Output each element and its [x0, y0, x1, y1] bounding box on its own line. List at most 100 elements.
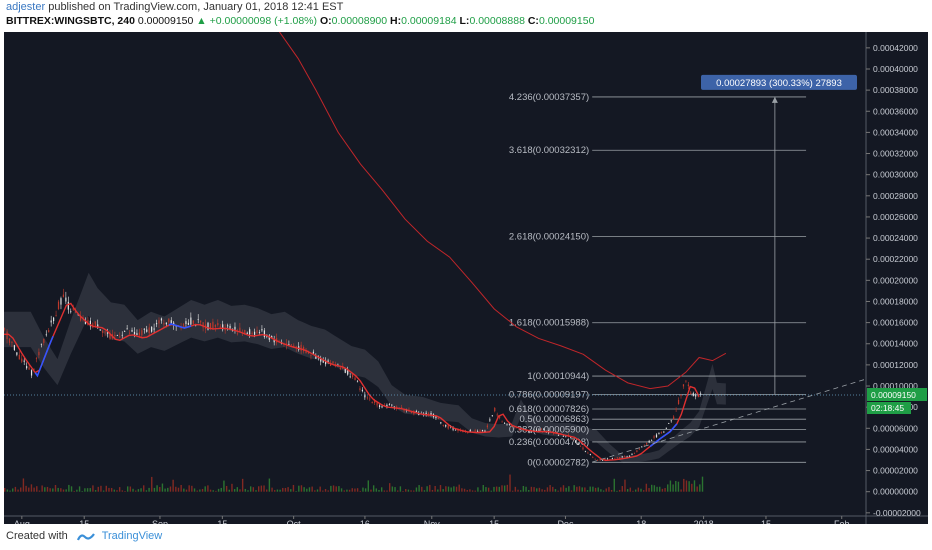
volume-bar [129, 486, 132, 492]
candle-body [673, 416, 675, 420]
volume-bar [185, 489, 188, 492]
volume-bar [68, 484, 70, 492]
volume-bar [335, 486, 337, 492]
volume-bar [672, 484, 674, 492]
candle-body [366, 397, 368, 399]
candle-body [543, 429, 545, 431]
volume-bar [207, 485, 209, 492]
volume-bar [28, 487, 30, 492]
candle-body [13, 345, 16, 351]
ichimoku-cloud [4, 272, 726, 464]
volume-bar [570, 490, 573, 492]
tradingview-logo-icon [76, 531, 95, 542]
volume-bar [6, 489, 9, 492]
volume-bar [164, 488, 166, 492]
y-tick-label: 0.00006000 [873, 423, 918, 433]
candle-body [209, 323, 212, 330]
author-link[interactable]: adjester [6, 1, 46, 13]
footer: Created with TradingView [6, 530, 162, 542]
volume-bar [536, 488, 538, 492]
candle-body [30, 370, 33, 376]
volume-bar [485, 487, 487, 492]
candle-body [320, 358, 322, 362]
candle-body [128, 332, 131, 334]
volume-bar [22, 478, 25, 492]
volume-bar [135, 490, 137, 492]
candle-body [35, 358, 38, 360]
candle-body [687, 384, 689, 386]
candle-body [636, 450, 638, 452]
volume-bar [613, 478, 615, 492]
volume-bar [233, 489, 236, 492]
candle-body [202, 322, 204, 328]
publish-info: adjester published on TradingView.com, J… [6, 1, 343, 13]
volume-bar [169, 486, 172, 492]
candle-body [227, 325, 229, 327]
last-price-tag [867, 388, 927, 401]
volume-bar [239, 489, 241, 492]
x-tick-label: 15 [761, 519, 771, 524]
tradingview-link[interactable]: TradingView [101, 530, 163, 542]
candle-body [452, 427, 454, 430]
candle-body [251, 332, 253, 335]
candle-body [670, 420, 672, 422]
volume-bar [41, 485, 43, 492]
volume-bar [648, 488, 650, 492]
volume-bar [52, 488, 54, 492]
candle-body [244, 329, 246, 335]
candle-body [192, 320, 194, 324]
y-tick-label: 0.00024000 [873, 233, 918, 243]
y-tick-label: 0.00026000 [873, 212, 918, 222]
chart-area[interactable]: 0(0.00002782) 0.236(0.00004708) 0.382(0.00… [4, 32, 928, 524]
candle-body [325, 360, 327, 365]
volume-bar [645, 483, 648, 492]
volume-bar [306, 488, 308, 492]
volume-bar [330, 485, 332, 492]
volume-bar [461, 488, 463, 492]
volume-bar [495, 486, 498, 492]
candle-body [503, 422, 506, 424]
volume-bar [327, 490, 329, 492]
volume-bar [568, 486, 570, 492]
volume-bar [552, 486, 554, 492]
volume-bar [399, 486, 402, 492]
candle-body [180, 327, 182, 329]
volume-bar [626, 489, 629, 492]
volume-bar [183, 488, 185, 492]
volume-bar [696, 486, 698, 492]
volume-bar [268, 478, 271, 492]
volume-bar [356, 488, 359, 492]
candle-body [219, 326, 221, 328]
volume-bar [100, 485, 102, 492]
volume-bar [573, 485, 575, 492]
volume-bar [386, 490, 388, 492]
candle-body [538, 429, 540, 431]
volume-bar [501, 485, 503, 492]
volume-bar [116, 490, 118, 492]
candle-body [454, 429, 457, 431]
candle-body [256, 330, 258, 334]
candle-body [62, 294, 65, 297]
volume-bar [530, 486, 533, 492]
candle-body [11, 341, 13, 343]
candle-body [312, 351, 314, 354]
candle-body [508, 423, 511, 425]
fib-level-label: 4.236(0.00037357) [509, 92, 589, 103]
volume-bar [78, 486, 81, 492]
candle-body [99, 329, 101, 331]
candle-body [626, 456, 628, 458]
volume-bar [86, 488, 89, 492]
candle-body [489, 419, 491, 421]
volume-bar [70, 486, 73, 492]
y-tick-label: 0.00032000 [873, 149, 918, 159]
candle-body [435, 416, 437, 418]
volume-bar [699, 484, 701, 492]
candle-body [21, 358, 23, 362]
candle-body [53, 317, 55, 322]
candle-body [641, 446, 643, 448]
price-chart[interactable]: 0(0.00002782) 0.236(0.00004708) 0.382(0.00… [4, 32, 928, 524]
volume-bar [145, 490, 148, 492]
volume-bar [228, 489, 230, 492]
fib-level-label: 0.382(0.00005900) [509, 424, 589, 435]
volume-bar [175, 486, 177, 492]
